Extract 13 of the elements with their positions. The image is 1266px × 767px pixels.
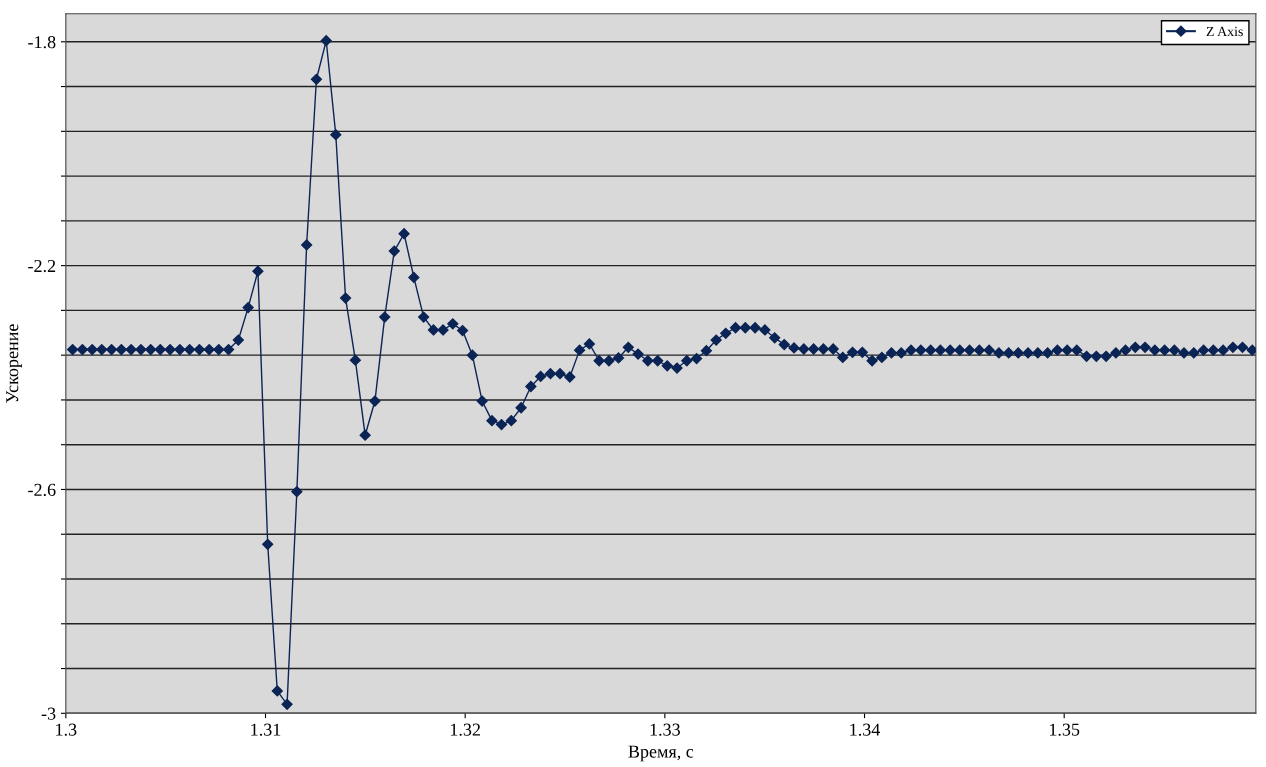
y-axis-title: Ускорение: [6, 324, 22, 403]
y-tick-label: -2.6: [28, 483, 56, 496]
y-tick-label: -2.2: [28, 259, 56, 273]
legend-label: Z Axis: [1206, 26, 1243, 37]
y-tick-label: -3: [41, 707, 56, 720]
x-tick-label: 1.35: [1049, 723, 1080, 736]
y-tick-label: -1.8: [28, 36, 56, 49]
x-tick-label: 1.33: [650, 723, 680, 736]
x-tick-label: 1.31: [251, 723, 281, 736]
x-axis-title: Время, с: [628, 745, 694, 762]
x-tick-label: 1.3: [56, 723, 77, 736]
x-tick-label: 1.32: [450, 723, 480, 736]
x-tick-label: 1.34: [850, 723, 881, 736]
